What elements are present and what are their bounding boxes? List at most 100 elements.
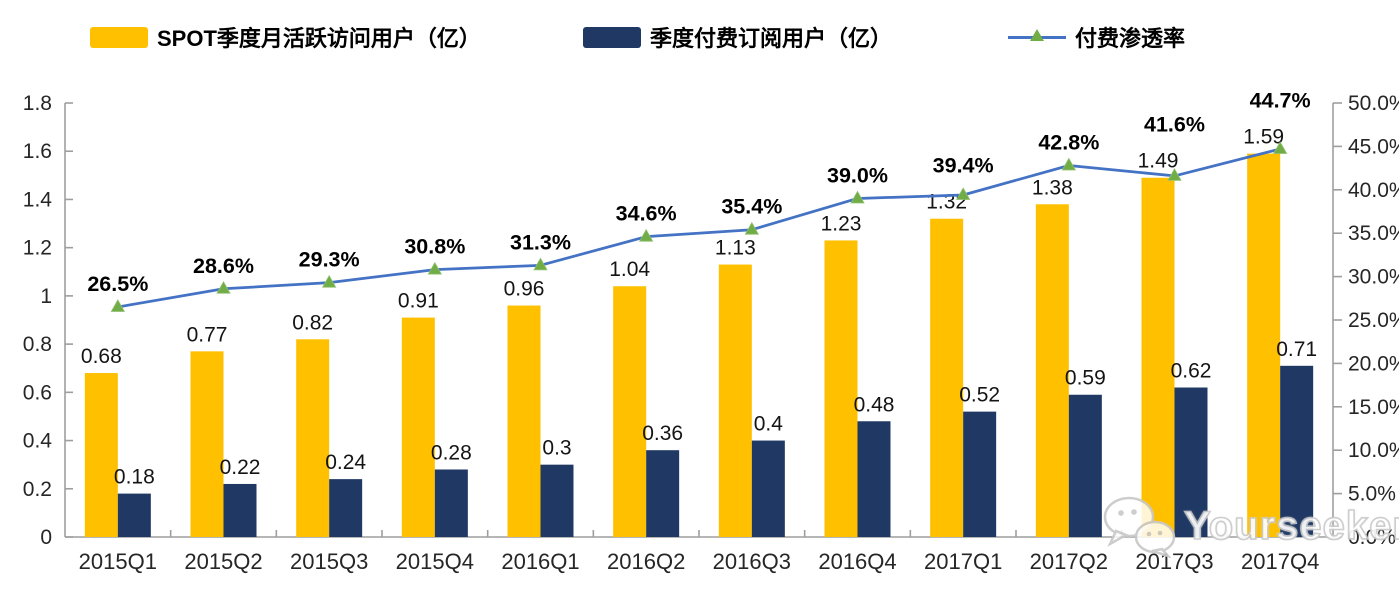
subscribers-bar-2016Q4 bbox=[857, 421, 891, 537]
subscribers-bar-label: 0.71 bbox=[1276, 338, 1317, 361]
mau-bar-2017Q4 bbox=[1247, 153, 1281, 537]
legend-item-subscribers: 季度付费订阅用户（亿） bbox=[583, 21, 892, 53]
right-axis-tick-label: 50.0% bbox=[1348, 92, 1399, 115]
left-axis-tick-label: 1.2 bbox=[23, 237, 52, 260]
left-axis-tick-label: 1.4 bbox=[23, 188, 53, 211]
x-axis-category-label: 2015Q3 bbox=[290, 549, 368, 574]
legend-triangle-marker bbox=[1030, 29, 1044, 41]
subscribers-bar-label: 0.52 bbox=[959, 384, 1000, 407]
mau-bar-2015Q3 bbox=[296, 339, 330, 537]
penetration-line-marker-icon bbox=[1008, 26, 1066, 48]
left-axis-tick-label: 0.2 bbox=[23, 478, 52, 501]
right-axis-tick-label: 10.0% bbox=[1348, 439, 1399, 462]
penetration-marker-2017Q4 bbox=[1272, 141, 1288, 154]
right-axis-tick-label: 0.0% bbox=[1348, 526, 1396, 549]
mau-series-swatch-icon bbox=[90, 26, 148, 48]
penetration-rate-label: 30.8% bbox=[404, 235, 465, 259]
mau-bar-2016Q2 bbox=[613, 286, 647, 537]
penetration-rate-label: 31.3% bbox=[510, 230, 571, 254]
subscribers-bar-2016Q2 bbox=[646, 450, 680, 537]
watermark-text: Yourseeker bbox=[1183, 503, 1399, 549]
legend-label-subscribers: 季度付费订阅用户（亿） bbox=[650, 26, 893, 51]
penetration-rate-label: 35.4% bbox=[721, 195, 782, 219]
subscribers-bar-2017Q3 bbox=[1174, 387, 1208, 537]
mau-bar-label: 1.59 bbox=[1243, 126, 1284, 149]
x-axis-category-label: 2017Q1 bbox=[924, 549, 1002, 574]
subscribers-bar-label: 0.4 bbox=[754, 413, 784, 436]
penetration-rate-label: 39.0% bbox=[827, 163, 888, 187]
x-axis-category-label: 2016Q3 bbox=[713, 549, 791, 574]
penetration-rate-label: 41.6% bbox=[1144, 113, 1205, 137]
left-axis-tick-label: 0.6 bbox=[23, 381, 52, 404]
mau-bar-2015Q2 bbox=[190, 351, 224, 537]
mau-bar-2016Q3 bbox=[718, 264, 752, 537]
mau-bar-2015Q1 bbox=[84, 373, 118, 537]
right-axis-tick-label: 25.0% bbox=[1348, 309, 1399, 332]
left-axis-tick-label: 1.6 bbox=[23, 140, 52, 163]
left-axis-tick-label: 0.4 bbox=[23, 430, 53, 453]
subscribers-bar-label: 0.59 bbox=[1065, 367, 1106, 390]
subscribers-bar-2015Q1 bbox=[117, 493, 151, 537]
x-axis-category-label: 2015Q2 bbox=[184, 549, 262, 574]
penetration-marker-2017Q1 bbox=[955, 187, 971, 200]
penetration-marker-2016Q2 bbox=[638, 228, 654, 242]
mau-bar-label: 0.91 bbox=[398, 290, 439, 313]
x-axis-category-label: 2017Q4 bbox=[1241, 549, 1319, 574]
penetration-rate-line bbox=[117, 147, 1281, 309]
mau-bar-label: 1.04 bbox=[609, 258, 650, 281]
mau-bar-2017Q3 bbox=[1141, 177, 1175, 537]
subscribers-bar-label: 0.18 bbox=[114, 466, 155, 489]
x-axis-category-label: 2015Q1 bbox=[79, 549, 157, 574]
right-axis-tick-label: 5.0% bbox=[1348, 483, 1396, 506]
x-axis-category-label: 2016Q4 bbox=[818, 549, 896, 574]
penetration-marker-2016Q3 bbox=[744, 221, 760, 235]
legend-item-mau: SPOT季度月活跃访问用户（亿） bbox=[90, 21, 481, 53]
subscribers-bar-2016Q1 bbox=[540, 464, 574, 537]
left-axis-tick-label: 0.8 bbox=[23, 333, 52, 356]
penetration-marker-2015Q3 bbox=[321, 274, 337, 288]
subscribers-bar-2016Q3 bbox=[751, 440, 785, 537]
x-axis-category-label: 2017Q3 bbox=[1135, 549, 1213, 574]
legend-item-penetration: 付费渗透率 bbox=[1008, 21, 1185, 53]
subscribers-bar-2015Q2 bbox=[223, 483, 257, 537]
right-axis-tick-label: 15.0% bbox=[1348, 396, 1399, 419]
legend-label-mau: SPOT季度月活跃访问用户（亿） bbox=[157, 26, 481, 51]
subscribers-bar-2017Q2 bbox=[1068, 394, 1102, 537]
mau-bar-2017Q2 bbox=[1035, 204, 1069, 537]
mau-bar-2015Q4 bbox=[401, 317, 435, 537]
subscribers-bar-2015Q4 bbox=[434, 469, 468, 537]
subscribers-bar-label: 0.22 bbox=[220, 456, 261, 479]
penetration-marker-2016Q1 bbox=[533, 257, 548, 271]
subscribers-bar-label: 0.48 bbox=[854, 393, 895, 416]
penetration-marker-2017Q3 bbox=[1167, 168, 1182, 181]
mau-bar-label: 0.96 bbox=[504, 278, 545, 301]
legend-label-penetration: 付费渗透率 bbox=[1075, 26, 1186, 51]
subscribers-bar-label: 0.24 bbox=[325, 451, 366, 474]
mau-bar-label: 1.13 bbox=[715, 237, 756, 260]
penetration-marker-2015Q2 bbox=[216, 280, 231, 294]
penetration-marker-2017Q2 bbox=[1061, 157, 1077, 171]
wechat-icon bbox=[1103, 496, 1176, 558]
subscribers-bar-label: 0.28 bbox=[431, 441, 472, 464]
penetration-rate-label: 29.3% bbox=[299, 248, 360, 272]
penetration-rate-label: 39.4% bbox=[933, 154, 994, 178]
subscribers-bar-label: 0.36 bbox=[642, 422, 683, 445]
x-axis-category-label: 2016Q2 bbox=[607, 549, 685, 574]
left-axis-tick-label: 1.8 bbox=[23, 92, 52, 115]
mau-bar-label: 0.77 bbox=[187, 323, 228, 346]
penetration-marker-2015Q1 bbox=[110, 299, 126, 312]
x-axis-category-label: 2015Q4 bbox=[396, 549, 474, 574]
mau-bar-2016Q1 bbox=[507, 305, 541, 537]
subscribers-series-swatch-icon bbox=[583, 26, 641, 48]
right-axis-tick-label: 45.0% bbox=[1348, 135, 1399, 158]
watermark: Yourseeker bbox=[1102, 494, 1399, 558]
right-axis-tick-label: 40.0% bbox=[1348, 179, 1399, 202]
subscribers-bar-2017Q4 bbox=[1280, 365, 1314, 537]
mau-bar-label: 1.38 bbox=[1032, 176, 1073, 199]
mau-bar-label: 0.68 bbox=[81, 345, 122, 368]
penetration-rate-label: 44.7% bbox=[1250, 89, 1311, 113]
right-axis-tick-label: 30.0% bbox=[1348, 266, 1399, 289]
x-axis-category-label: 2016Q1 bbox=[501, 549, 579, 574]
